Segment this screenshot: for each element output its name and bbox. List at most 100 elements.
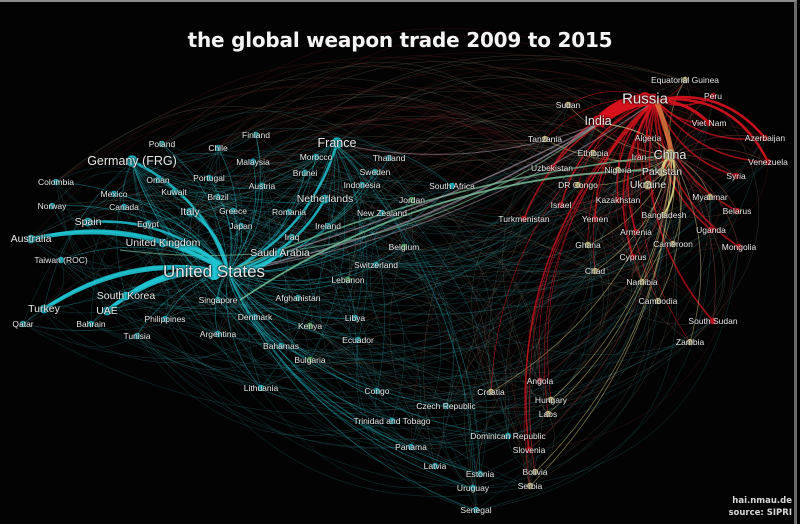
country-node[interactable] bbox=[614, 166, 622, 174]
country-node[interactable] bbox=[26, 234, 36, 244]
country-node[interactable] bbox=[591, 215, 599, 223]
country-node[interactable] bbox=[476, 470, 484, 478]
country-node[interactable] bbox=[544, 410, 552, 418]
country-node[interactable] bbox=[635, 153, 643, 161]
country-node[interactable] bbox=[158, 140, 166, 148]
country-node[interactable] bbox=[258, 182, 266, 190]
country-node[interactable] bbox=[154, 176, 162, 184]
country-node[interactable] bbox=[643, 180, 653, 190]
country-node[interactable] bbox=[504, 432, 512, 440]
country-node[interactable] bbox=[644, 134, 652, 142]
country-node[interactable] bbox=[564, 101, 572, 109]
country-node[interactable] bbox=[214, 330, 222, 338]
country-node[interactable] bbox=[525, 446, 533, 454]
country-node[interactable] bbox=[158, 238, 168, 248]
country-node[interactable] bbox=[487, 388, 495, 396]
country-node[interactable] bbox=[170, 188, 178, 196]
country-node[interactable] bbox=[57, 256, 65, 264]
country-node[interactable] bbox=[442, 402, 450, 410]
country-node[interactable] bbox=[400, 243, 408, 251]
country-node[interactable] bbox=[249, 158, 257, 166]
country-node[interactable] bbox=[257, 384, 265, 392]
country-node[interactable] bbox=[657, 167, 667, 177]
country-node[interactable] bbox=[681, 76, 689, 84]
country-node[interactable] bbox=[87, 320, 95, 328]
country-node[interactable] bbox=[574, 181, 582, 189]
country-node[interactable] bbox=[354, 336, 362, 344]
country-node[interactable] bbox=[735, 243, 743, 251]
country-node[interactable] bbox=[526, 482, 534, 490]
country-node[interactable] bbox=[294, 294, 302, 302]
country-node[interactable] bbox=[706, 193, 714, 201]
country-node[interactable] bbox=[589, 149, 597, 157]
country-node[interactable] bbox=[638, 278, 646, 286]
country-node[interactable] bbox=[520, 215, 528, 223]
country-node[interactable] bbox=[306, 356, 314, 364]
country-node[interactable] bbox=[761, 134, 769, 142]
country-node[interactable] bbox=[654, 297, 662, 305]
country-node[interactable] bbox=[52, 178, 60, 186]
country-node[interactable] bbox=[320, 194, 330, 204]
country-node[interactable] bbox=[39, 304, 49, 314]
country-node[interactable] bbox=[306, 322, 314, 330]
country-node[interactable] bbox=[664, 149, 676, 161]
country-node[interactable] bbox=[301, 169, 309, 177]
country-node[interactable] bbox=[638, 92, 652, 106]
country-node[interactable] bbox=[629, 253, 637, 261]
country-node[interactable] bbox=[614, 196, 622, 204]
country-node[interactable] bbox=[592, 115, 604, 127]
country-node[interactable] bbox=[48, 202, 56, 210]
country-node[interactable] bbox=[214, 193, 222, 201]
country-node[interactable] bbox=[351, 314, 359, 322]
country-node[interactable] bbox=[19, 320, 27, 328]
country-node[interactable] bbox=[707, 226, 715, 234]
country-node[interactable] bbox=[531, 468, 539, 476]
country-node[interactable] bbox=[275, 248, 285, 258]
country-node[interactable] bbox=[407, 443, 415, 451]
country-node[interactable] bbox=[344, 276, 352, 284]
country-node[interactable] bbox=[733, 207, 741, 215]
country-node[interactable] bbox=[185, 207, 195, 217]
country-node[interactable] bbox=[120, 203, 128, 211]
country-node[interactable] bbox=[591, 267, 599, 275]
country-node[interactable] bbox=[632, 228, 640, 236]
country-node[interactable] bbox=[431, 462, 439, 470]
country-node[interactable] bbox=[358, 181, 366, 189]
country-node[interactable] bbox=[385, 154, 393, 162]
country-node[interactable] bbox=[277, 342, 285, 350]
country-node[interactable] bbox=[371, 168, 379, 176]
country-node[interactable] bbox=[214, 296, 222, 304]
country-node[interactable] bbox=[237, 222, 245, 230]
country-node[interactable] bbox=[161, 315, 169, 323]
country-node[interactable] bbox=[378, 209, 386, 217]
country-node[interactable] bbox=[764, 158, 772, 166]
country-node[interactable] bbox=[660, 211, 668, 219]
country-node[interactable] bbox=[709, 92, 717, 100]
country-node[interactable] bbox=[547, 396, 555, 404]
country-node[interactable] bbox=[83, 217, 93, 227]
country-node[interactable] bbox=[705, 119, 713, 127]
country-node[interactable] bbox=[288, 233, 296, 241]
country-node[interactable] bbox=[548, 164, 556, 172]
country-node[interactable] bbox=[229, 207, 237, 215]
country-node[interactable] bbox=[541, 135, 549, 143]
country-node[interactable] bbox=[126, 155, 138, 167]
country-node[interactable] bbox=[536, 377, 544, 385]
country-node[interactable] bbox=[205, 174, 213, 182]
country-node[interactable] bbox=[448, 182, 456, 190]
country-node[interactable] bbox=[251, 313, 259, 321]
country-node[interactable] bbox=[557, 201, 565, 209]
country-node[interactable] bbox=[324, 222, 332, 230]
country-node[interactable] bbox=[252, 131, 260, 139]
country-node[interactable] bbox=[388, 417, 396, 425]
country-node[interactable] bbox=[469, 484, 477, 492]
country-node[interactable] bbox=[331, 137, 343, 149]
country-node[interactable] bbox=[121, 291, 131, 301]
country-node[interactable] bbox=[372, 261, 380, 269]
country-node[interactable] bbox=[709, 317, 717, 325]
country-node[interactable] bbox=[732, 172, 740, 180]
country-node[interactable] bbox=[110, 190, 118, 198]
country-node[interactable] bbox=[373, 387, 381, 395]
country-node[interactable] bbox=[285, 208, 293, 216]
country-node[interactable] bbox=[214, 144, 222, 152]
